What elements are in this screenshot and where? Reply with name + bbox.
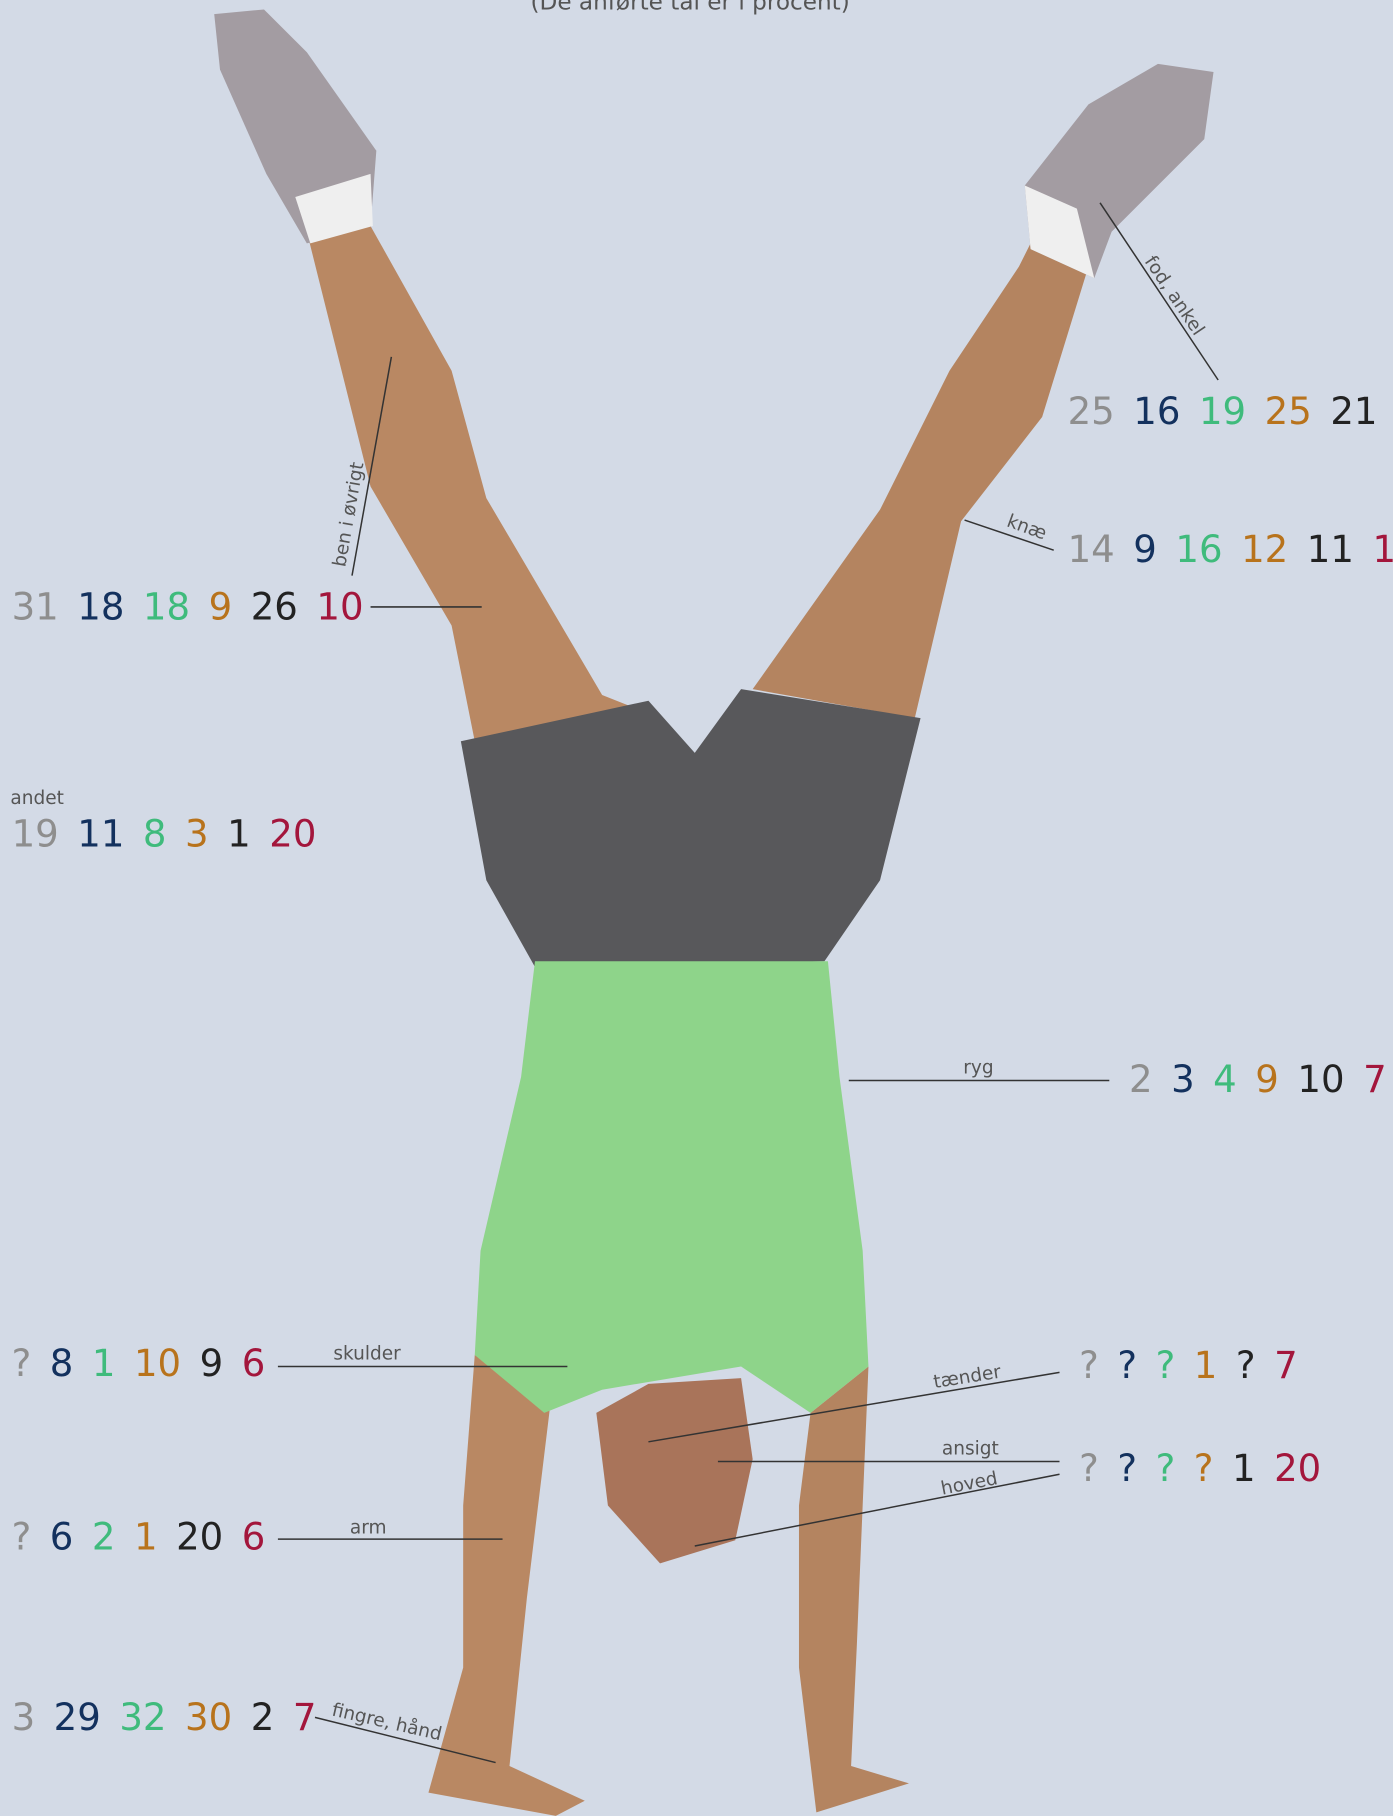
percent-value: 6	[242, 1342, 266, 1385]
percent-value: ?	[1079, 1344, 1099, 1387]
percent-value: 18	[77, 586, 124, 629]
percent-value: 7	[1274, 1344, 1298, 1387]
percent-value: 9	[209, 586, 233, 629]
percent-value: ?	[1236, 1344, 1256, 1387]
percent-value: 1	[1232, 1447, 1256, 1490]
page: (De anførte tal er i procent) fod, ankel…	[0, 0, 1393, 1816]
percent-value: 10	[1297, 1058, 1344, 1101]
percent-value: 10	[134, 1342, 181, 1385]
percent-value: 1	[134, 1515, 158, 1558]
percent-value: 18	[143, 586, 190, 629]
percent-value: 30	[185, 1696, 232, 1739]
subtitle: (De anførte tal er i procent)	[530, 0, 849, 15]
percent-value: 20	[269, 813, 316, 856]
percent-value: 25	[1265, 390, 1312, 433]
percent-value: 2	[1129, 1058, 1153, 1101]
percent-value: 1	[1194, 1344, 1218, 1387]
percent-value: 9	[1133, 528, 1157, 571]
percent-value: 2	[92, 1515, 116, 1558]
percent-value: 7	[293, 1696, 317, 1739]
percent-value: 20	[1274, 1447, 1321, 1490]
percent-value: ?	[1117, 1344, 1137, 1387]
percent-value: 1	[92, 1342, 116, 1385]
percent-value: 9	[1255, 1058, 1279, 1101]
percent-value: ?	[1156, 1344, 1176, 1387]
percent-value: 31	[12, 586, 59, 629]
percent-value: 7	[1363, 1058, 1387, 1101]
percent-value: 4	[1213, 1058, 1237, 1101]
percent-value: ?	[12, 1515, 32, 1558]
percent-value: 2	[251, 1696, 275, 1739]
percent-value: 13	[1372, 528, 1393, 571]
percent-value: 14	[1068, 528, 1115, 571]
part-label: ansigt	[942, 1439, 999, 1460]
percent-value: 29	[54, 1696, 101, 1739]
percent-value: 21	[1330, 390, 1377, 433]
percent-value: 8	[143, 813, 167, 856]
percent-value: 9	[200, 1342, 224, 1385]
percent-value: 3	[12, 1696, 36, 1739]
percent-value: 1	[227, 813, 251, 856]
infographic: (De anførte tal er i procent) fod, ankel…	[0, 0, 1393, 1816]
percent-value: ?	[1156, 1447, 1176, 1490]
shirt	[475, 961, 869, 1413]
percent-value: 16	[1133, 390, 1180, 433]
percent-value: 10	[316, 586, 363, 629]
percent-value: ?	[1117, 1447, 1137, 1490]
percent-value: ?	[1079, 1447, 1099, 1490]
percent-value: 11	[1307, 528, 1354, 571]
percent-value: 26	[251, 586, 298, 629]
percent-value: 19	[12, 813, 59, 856]
percent-value: 3	[185, 813, 209, 856]
percent-value: ?	[12, 1342, 32, 1385]
percent-value: 12	[1241, 528, 1288, 571]
percent-value: 3	[1171, 1058, 1195, 1101]
part-label: arm	[350, 1517, 387, 1538]
percent-value: 11	[77, 813, 124, 856]
percent-value: 6	[50, 1515, 74, 1558]
percent-value: 8	[50, 1342, 74, 1385]
percent-value: 16	[1175, 528, 1222, 571]
part-label: skulder	[333, 1344, 401, 1365]
percent-value: 19	[1199, 390, 1246, 433]
percent-value: ?	[1194, 1447, 1214, 1490]
percent-value: 6	[242, 1515, 266, 1558]
part-label: ryg	[963, 1058, 993, 1079]
part-label: andet	[10, 788, 64, 809]
percent-value: 20	[176, 1515, 223, 1558]
percent-value: 25	[1068, 390, 1115, 433]
percent-value: 32	[119, 1696, 166, 1739]
